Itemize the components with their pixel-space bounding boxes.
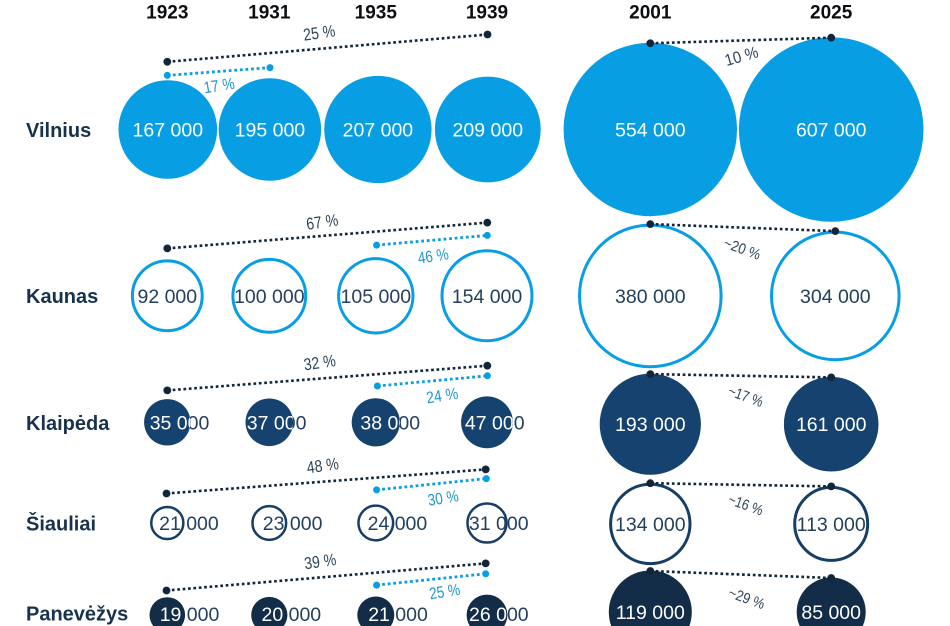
svg-text:38 000: 38 000 <box>360 412 420 434</box>
svg-text:37 000: 37 000 <box>247 412 307 434</box>
svg-text:193 000: 193 000 <box>615 414 686 436</box>
svg-text:25 %: 25 % <box>428 581 462 604</box>
svg-text:35 000: 35 000 <box>150 412 210 434</box>
svg-text:30 %: 30 % <box>427 487 461 510</box>
svg-text:21 000: 21 000 <box>159 513 219 535</box>
svg-text:Panevėžys: Panevėžys <box>26 603 128 625</box>
svg-text:607 000: 607 000 <box>796 120 867 142</box>
svg-text:48 %: 48 % <box>306 454 340 477</box>
svg-text:67 %: 67 % <box>305 211 339 234</box>
svg-text:1923: 1923 <box>146 3 188 24</box>
svg-text:39 %: 39 % <box>303 550 337 573</box>
svg-text:26 000: 26 000 <box>469 604 529 626</box>
svg-text:37 000: 37 000 <box>247 412 307 434</box>
svg-text:1931: 1931 <box>248 3 291 24</box>
svg-text:209 000: 209 000 <box>453 120 524 142</box>
svg-text:19 000: 19 000 <box>160 604 220 626</box>
svg-text:35 000: 35 000 <box>150 412 210 434</box>
svg-text:26 000: 26 000 <box>469 604 529 626</box>
svg-text:167 000: 167 000 <box>133 120 204 142</box>
svg-text:21 000: 21 000 <box>368 604 428 626</box>
svg-text:46 %: 46 % <box>417 245 451 268</box>
svg-text:134 000: 134 000 <box>615 514 686 536</box>
svg-text:85 000: 85 000 <box>801 602 861 624</box>
svg-text:20 000: 20 000 <box>262 604 322 626</box>
svg-text:24 %: 24 % <box>425 385 460 408</box>
svg-text:304 000: 304 000 <box>800 286 871 308</box>
svg-text:Kaunas: Kaunas <box>26 286 98 308</box>
svg-text:154 000: 154 000 <box>452 286 523 308</box>
svg-text:Vilnius: Vilnius <box>26 120 91 142</box>
svg-text:Klaipėda: Klaipėda <box>26 413 110 435</box>
svg-text:1935: 1935 <box>355 3 398 24</box>
svg-text:19 000: 19 000 <box>160 604 220 626</box>
svg-text:119 000: 119 000 <box>616 602 685 624</box>
svg-text:207 000: 207 000 <box>343 120 414 142</box>
svg-text:554 000: 554 000 <box>615 120 686 142</box>
svg-text:23 000: 23 000 <box>263 513 323 535</box>
svg-text:Šiauliai: Šiauliai <box>26 511 96 535</box>
svg-text:32 %: 32 % <box>303 351 337 374</box>
svg-text:92 000: 92 000 <box>137 286 197 308</box>
svg-text:2001: 2001 <box>629 3 672 24</box>
svg-text:100 000: 100 000 <box>234 286 305 308</box>
svg-text:21 000: 21 000 <box>368 604 428 626</box>
svg-text:2025: 2025 <box>810 3 853 24</box>
svg-text:38 000: 38 000 <box>360 412 420 434</box>
svg-text:31 000: 31 000 <box>469 513 529 535</box>
svg-text:17 %: 17 % <box>203 75 237 98</box>
svg-text:161 000: 161 000 <box>796 414 867 436</box>
svg-text:47 000: 47 000 <box>465 412 525 434</box>
svg-text:25 %: 25 % <box>302 21 336 44</box>
svg-text:1939: 1939 <box>466 3 508 24</box>
svg-text:380 000: 380 000 <box>615 286 686 308</box>
svg-text:113 000: 113 000 <box>797 514 866 536</box>
svg-text:24 000: 24 000 <box>368 513 428 535</box>
svg-text:195 000: 195 000 <box>235 120 306 142</box>
svg-text:20 000: 20 000 <box>262 604 322 626</box>
svg-text:47 000: 47 000 <box>465 412 525 434</box>
svg-text:105 000: 105 000 <box>341 286 412 308</box>
